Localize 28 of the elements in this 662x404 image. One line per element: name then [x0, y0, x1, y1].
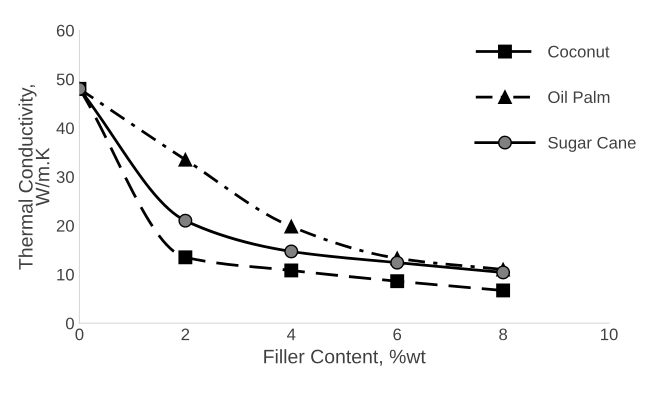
y-tick-label: 50 [56, 74, 74, 86]
x-tick-label: 6 [393, 328, 402, 340]
x-tick-label: 0 [75, 328, 84, 340]
x-axis-title: Filler Content, %wt [264, 349, 426, 366]
point [284, 244, 298, 258]
point [178, 214, 192, 228]
y-tick-label: 40 [56, 122, 74, 134]
y-tick-label: 30 [56, 171, 74, 183]
point [496, 284, 510, 298]
point [284, 220, 298, 234]
x-tick-label: 4 [287, 328, 296, 340]
point [178, 250, 192, 264]
y-axis-title: Thermal Conductivity, W/m.K [18, 85, 50, 270]
x-tick-label: 10 [601, 328, 618, 340]
y-tick-label: 10 [57, 268, 74, 281]
point [178, 152, 192, 167]
point [496, 265, 510, 280]
y-tick-label: 60 [56, 24, 74, 37]
y-tick-label: 20 [56, 220, 74, 232]
legend-label: Coconut [548, 46, 610, 58]
y-tick-label: 0 [66, 318, 74, 330]
legend-label: Sugar Cane [548, 136, 636, 152]
point [284, 264, 298, 278]
legend-label: Oil Palm [548, 90, 610, 104]
point [390, 256, 404, 270]
point [390, 274, 404, 288]
x-tick-label: 2 [182, 328, 190, 340]
x-tick-label: 8 [499, 328, 508, 340]
